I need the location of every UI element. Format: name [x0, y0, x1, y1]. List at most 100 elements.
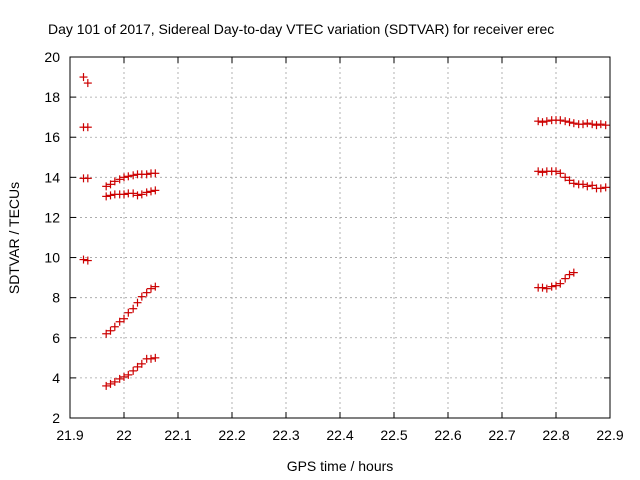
data-point — [106, 180, 115, 189]
data-point — [151, 186, 160, 195]
y-tick-label: 8 — [52, 290, 60, 306]
y-tick-label: 20 — [44, 49, 60, 65]
x-tick-label: 22.1 — [164, 427, 191, 443]
data-point — [556, 279, 565, 288]
data-point — [102, 329, 111, 338]
data-point — [106, 379, 115, 388]
data-point — [542, 284, 551, 293]
chart-title: Day 101 of 2017, Sidereal Day-to-day VTE… — [48, 21, 554, 37]
data-point — [83, 123, 92, 132]
data-point — [569, 268, 578, 277]
data-point — [110, 377, 119, 386]
data-point — [596, 184, 605, 193]
data-point — [147, 284, 155, 293]
y-tick-label: 4 — [52, 370, 60, 386]
data-point — [552, 167, 560, 176]
data-point — [120, 173, 128, 182]
data-point — [534, 117, 543, 126]
y-tick-label: 12 — [44, 209, 60, 225]
data-point — [79, 255, 88, 264]
data-point — [133, 298, 142, 307]
data-point — [588, 120, 597, 129]
y-tick-label: 10 — [44, 250, 60, 266]
data-point — [579, 180, 587, 189]
data-point — [601, 183, 610, 192]
data-point — [129, 171, 138, 180]
data-point — [110, 177, 119, 186]
y-axis-title: SDTVAR / TECUs — [6, 182, 22, 294]
x-tick-label: 22.8 — [542, 427, 569, 443]
data-point — [102, 381, 111, 390]
x-tick-label: 22.7 — [488, 427, 515, 443]
data-point — [124, 308, 133, 317]
data-point — [579, 120, 587, 129]
x-tick-label: 22.9 — [596, 427, 623, 443]
data-point — [542, 117, 551, 126]
data-point — [534, 167, 543, 176]
grid — [70, 57, 610, 418]
y-tick-label: 2 — [52, 410, 60, 426]
data-point — [556, 116, 565, 125]
data-point — [538, 118, 547, 127]
data-point — [120, 190, 128, 199]
data-point — [124, 370, 133, 379]
data-point — [147, 354, 155, 363]
plot-frame — [69, 56, 611, 419]
x-tick-label: 21.9 — [56, 427, 83, 443]
data-point — [129, 366, 138, 375]
data-point — [120, 314, 128, 323]
data-point — [538, 168, 547, 177]
data-point — [142, 188, 151, 197]
data-point — [133, 362, 142, 371]
data-point — [588, 181, 597, 190]
data-point — [129, 304, 138, 313]
data-point — [556, 169, 565, 178]
data-point — [596, 120, 605, 129]
data-point — [565, 118, 574, 127]
data-point — [565, 176, 574, 185]
data-point — [106, 191, 115, 200]
series-left-group — [79, 73, 160, 390]
data-point — [151, 353, 160, 362]
data-point — [147, 187, 155, 196]
y-tick-label: 14 — [44, 169, 60, 185]
y-tick-label: 16 — [44, 129, 60, 145]
data-point — [565, 270, 574, 279]
data-point — [79, 73, 88, 82]
data-point — [552, 281, 560, 290]
x-tick-label: 22.3 — [272, 427, 299, 443]
data-point — [129, 189, 138, 198]
data-point — [115, 175, 124, 184]
data-point — [102, 192, 111, 201]
data-point — [569, 119, 578, 128]
data-point — [561, 173, 570, 182]
data-point — [115, 317, 124, 326]
series-right-group — [534, 116, 610, 293]
data-point — [137, 359, 146, 368]
data-point — [83, 174, 92, 183]
data-point — [592, 121, 601, 130]
data-point — [569, 179, 578, 188]
x-tick-label: 22.5 — [380, 427, 407, 443]
data-point — [83, 79, 92, 88]
x-tick-label: 22.6 — [434, 427, 461, 443]
y-tick-labels: 2 4 6 8 10 12 14 16 18 20 — [44, 49, 60, 426]
data-point — [142, 170, 151, 179]
data-point — [561, 117, 570, 126]
data-point — [120, 372, 128, 381]
data-point — [102, 182, 111, 191]
data-point — [561, 274, 570, 283]
x-tick-label: 22.2 — [218, 427, 245, 443]
y-tick-label: 18 — [44, 89, 60, 105]
data-point — [583, 182, 592, 191]
data-point — [110, 322, 119, 331]
data-point — [83, 256, 92, 265]
data-point — [547, 282, 556, 291]
data-point — [142, 288, 151, 297]
data-point — [137, 190, 146, 199]
y-tick-label: 6 — [52, 330, 60, 346]
data-point — [583, 119, 592, 128]
data-points — [79, 73, 610, 390]
